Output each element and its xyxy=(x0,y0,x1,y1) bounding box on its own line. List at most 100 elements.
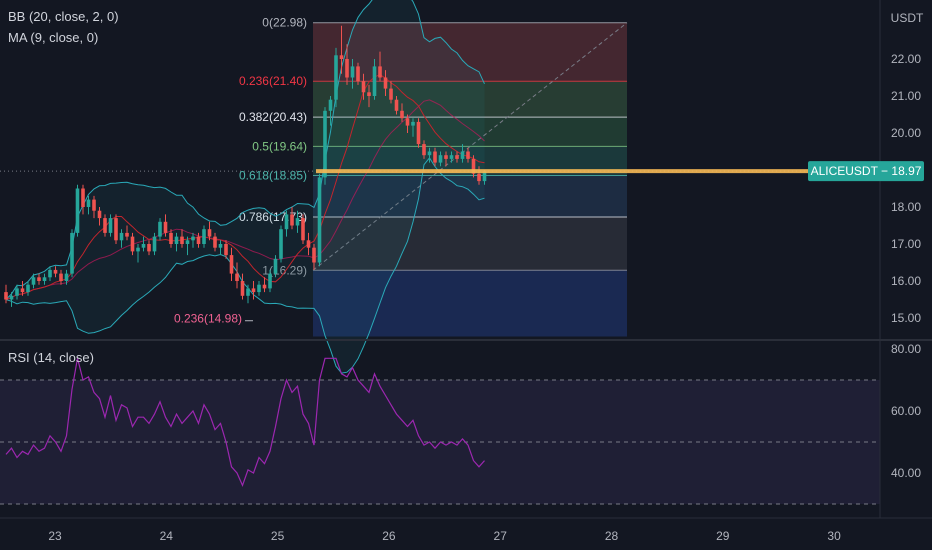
price-axis[interactable]: USDT15.0016.0017.0018.0019.0020.0021.002… xyxy=(879,0,924,518)
candle-body xyxy=(64,273,69,281)
rsi-legend[interactable]: RSI (14, close) xyxy=(8,350,94,365)
candle-body xyxy=(103,218,107,233)
candle-body xyxy=(191,236,195,241)
price-tag-text: ALICEUSDT − 18.97 xyxy=(811,164,922,178)
candle-body xyxy=(70,232,74,274)
bollinger-bands xyxy=(5,0,485,374)
price-tick-label: 18.00 xyxy=(891,200,921,214)
candle-body xyxy=(125,232,129,237)
candle-body xyxy=(279,229,283,259)
bb-lower-band xyxy=(5,157,485,374)
candle-body xyxy=(86,199,91,207)
currency-label: USDT xyxy=(891,11,924,25)
candle-body xyxy=(422,144,426,156)
candle-body xyxy=(345,59,349,78)
candle-body xyxy=(433,151,437,163)
candle-body xyxy=(257,284,261,293)
bollinger-legend[interactable]: BB (20, close, 2, 0) xyxy=(8,9,119,24)
candle-body xyxy=(466,151,470,159)
candle-body xyxy=(240,281,245,296)
candle-body xyxy=(449,155,454,159)
candle-body xyxy=(268,273,272,289)
fib-level-label: 1(16.29) xyxy=(262,263,307,277)
fib-trend-line xyxy=(312,22,628,271)
candle-body xyxy=(356,66,360,82)
candle-body xyxy=(306,240,311,248)
ma-legend[interactable]: MA (9, close, 0) xyxy=(8,30,99,45)
bb-basis xyxy=(5,99,485,300)
fib-zone xyxy=(313,22,627,82)
candle-body xyxy=(163,221,168,233)
candle-body xyxy=(389,88,393,100)
candle-body xyxy=(26,284,30,293)
bb-upper-band xyxy=(5,0,485,300)
candle-body xyxy=(9,295,14,300)
candle-body xyxy=(108,218,113,233)
candle-body xyxy=(185,240,190,244)
candle-body xyxy=(235,273,239,281)
price-tick-label: 16.00 xyxy=(891,274,921,288)
candle-body xyxy=(42,277,47,281)
candle-body xyxy=(477,173,481,182)
candle-body xyxy=(229,255,234,274)
price-tick-label: 22.00 xyxy=(891,52,921,66)
candle-body xyxy=(59,273,63,281)
candle-body xyxy=(196,236,201,244)
candle-body xyxy=(323,110,327,178)
date-tick-label: 25 xyxy=(271,529,285,543)
candle-body xyxy=(273,258,278,274)
time-axis[interactable]: 23 24 25 26 27 28 29 30 xyxy=(0,517,932,543)
candle-body xyxy=(218,244,223,248)
fib-zone xyxy=(313,175,627,217)
candle-body xyxy=(416,121,421,145)
fib-level-label: 0.236(21.40) xyxy=(239,74,307,88)
date-tick-label: 27 xyxy=(494,529,508,543)
price-tick-label: 20.00 xyxy=(891,126,921,140)
candle-body xyxy=(482,171,487,182)
candle-body xyxy=(147,244,151,252)
date-tick-label: 30 xyxy=(827,529,841,543)
candle-body xyxy=(158,221,162,237)
candle-body xyxy=(367,92,371,96)
date-tick-label: 29 xyxy=(716,529,730,543)
fibonacci-retracement[interactable]: 0(22.98) 0.236(21.40) 0.382(20.43) 0.5(19.6… xyxy=(174,16,628,337)
candle-body xyxy=(213,236,217,248)
candlestick-series xyxy=(4,25,487,307)
candle-body xyxy=(328,99,333,111)
price-tick-label: 15.00 xyxy=(891,311,921,325)
candle-body xyxy=(312,247,316,263)
candle-body xyxy=(295,218,300,226)
price-tick-label: 17.00 xyxy=(891,237,921,251)
fib-level-label: 0.5(19.64) xyxy=(252,139,307,153)
candle-body xyxy=(4,292,8,300)
price-tag-separator: − xyxy=(881,164,891,178)
candle-body xyxy=(290,214,294,226)
fib-zone xyxy=(313,270,627,337)
candle-body xyxy=(37,277,41,281)
candle-body xyxy=(251,288,256,293)
last-price-tag: ALICEUSDT − 18.97 xyxy=(808,161,924,182)
candle-body xyxy=(394,99,399,111)
candle-body xyxy=(180,236,184,244)
candle-body xyxy=(119,232,124,241)
candle-body xyxy=(48,269,52,278)
fib-zone xyxy=(313,216,627,271)
moving-average-line xyxy=(5,74,485,300)
candle-body xyxy=(334,55,338,100)
candle-body xyxy=(438,155,443,163)
candle-body xyxy=(471,158,476,174)
candle-body xyxy=(378,66,382,78)
candle-body xyxy=(262,284,267,289)
candle-body xyxy=(141,244,146,248)
ma-line xyxy=(5,74,485,300)
candle-body xyxy=(383,77,388,89)
candle-body xyxy=(224,244,228,256)
fib-level-label: 0(22.98) xyxy=(262,16,307,30)
candle-body xyxy=(15,288,19,296)
candle-body xyxy=(92,199,96,211)
rsi-tick-label: 80.00 xyxy=(891,342,921,356)
candle-body xyxy=(284,214,289,230)
candle-body xyxy=(301,218,305,241)
date-tick-label: 24 xyxy=(160,529,174,543)
